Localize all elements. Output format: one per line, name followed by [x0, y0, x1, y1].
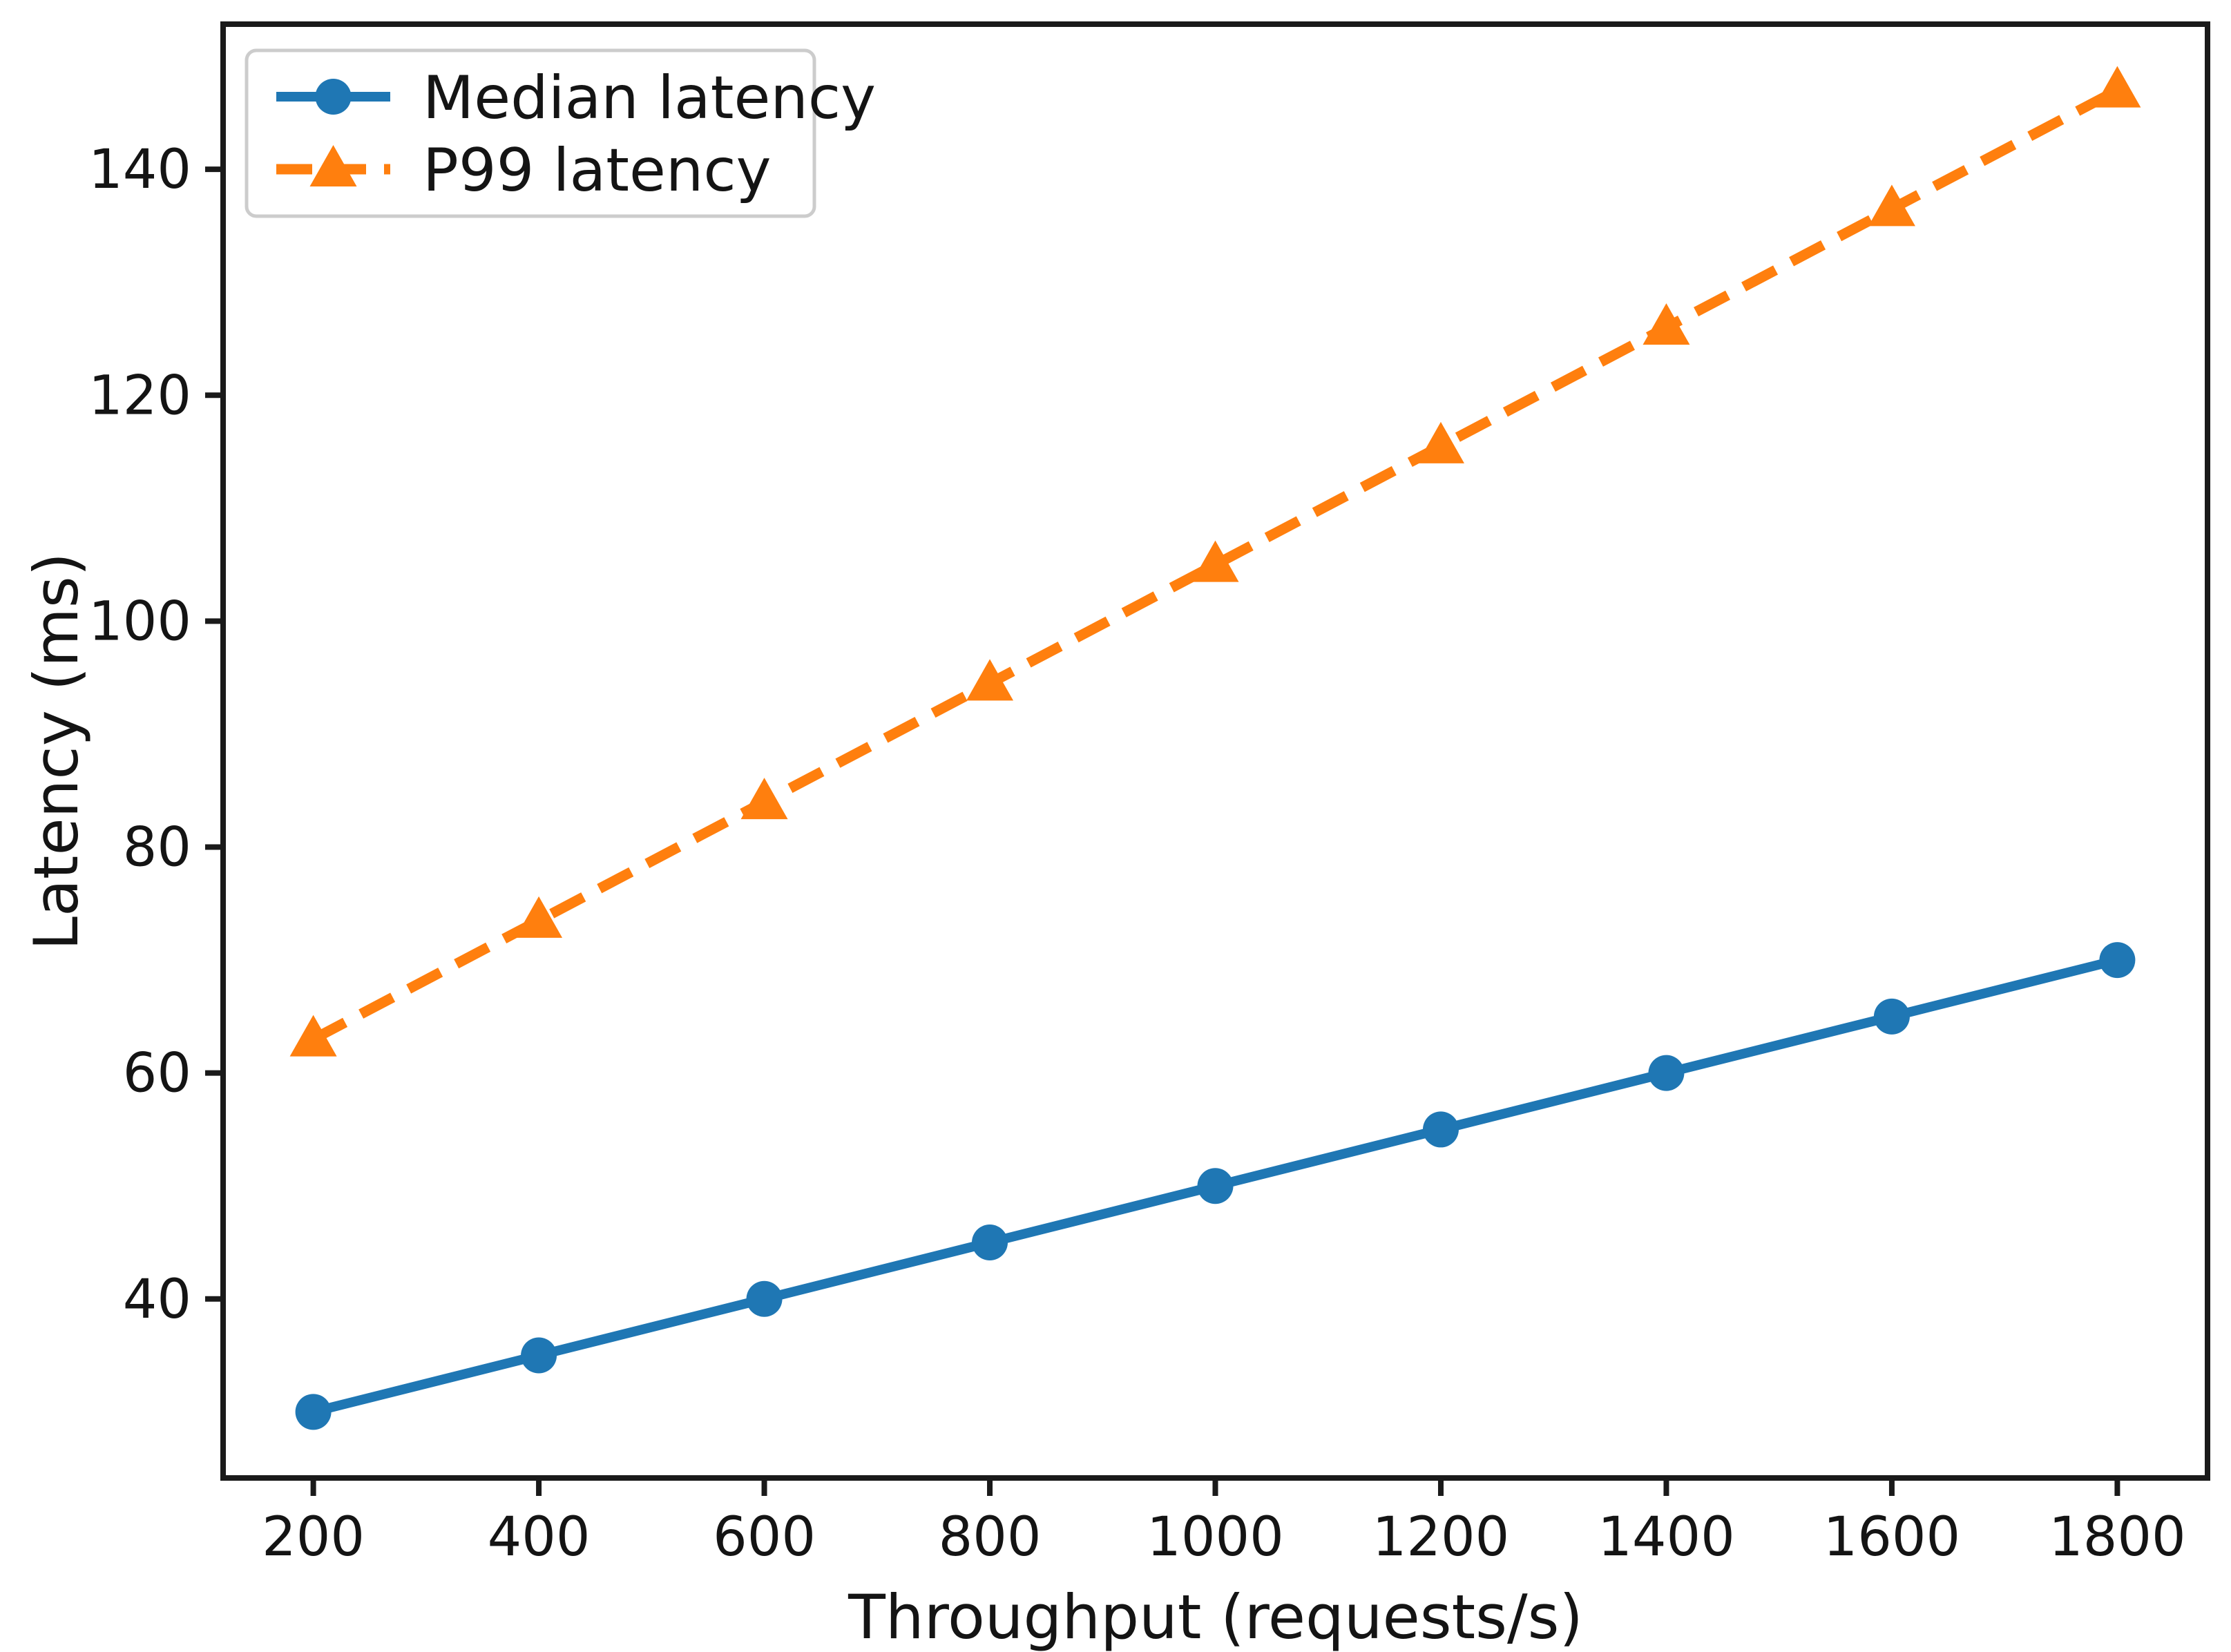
data-point-p99-latency — [1643, 303, 1690, 345]
data-point-p99-latency — [515, 896, 563, 938]
data-point-median-latency — [295, 1394, 332, 1430]
legend-triangle-marker-icon — [309, 145, 357, 186]
data-point-p99-latency — [740, 778, 788, 820]
y-tick-label: 40 — [123, 1269, 191, 1331]
data-point-median-latency — [1648, 1055, 1685, 1091]
legend-item-p99-latency: P99 latency — [276, 136, 772, 205]
x-axis-title: Throughput (requests/s) — [848, 1582, 1583, 1652]
data-point-p99-latency — [1417, 421, 1464, 463]
data-point-p99-latency — [289, 1015, 337, 1057]
y-tick-label: 80 — [123, 817, 191, 879]
legend-item-median-latency: Median latency — [276, 64, 876, 133]
x-tick-label: 600 — [713, 1506, 816, 1568]
y-tick-label: 60 — [123, 1043, 191, 1105]
data-point-median-latency — [746, 1280, 783, 1317]
x-tick-label: 1800 — [2049, 1506, 2186, 1568]
x-tick-label: 1000 — [1147, 1506, 1284, 1568]
data-point-median-latency — [1873, 998, 1910, 1035]
y-tick-label: 140 — [88, 139, 191, 201]
x-tick-label: 800 — [939, 1506, 1042, 1568]
series-layer — [289, 66, 2141, 1430]
x-tick-label: 1200 — [1372, 1506, 1510, 1568]
y-axis-title: Latency (ms) — [21, 553, 92, 950]
data-point-p99-latency — [1868, 184, 1915, 227]
legend-circle-marker-icon — [315, 79, 352, 115]
data-point-median-latency — [521, 1337, 557, 1374]
plot-frame — [220, 21, 2210, 1481]
legend-label: Median latency — [423, 64, 876, 133]
data-point-median-latency — [1422, 1111, 1459, 1148]
legend-label: P99 latency — [423, 136, 772, 205]
x-tick-label: 400 — [488, 1506, 591, 1568]
data-point-median-latency — [2099, 942, 2136, 979]
y-tick-label: 120 — [88, 365, 191, 427]
data-point-p99-latency — [1191, 540, 1239, 582]
data-point-p99-latency — [966, 659, 1014, 701]
data-point-median-latency — [1197, 1168, 1234, 1204]
axes-layer: 200 400 600 800 1000 1200 1400 1600 1800 40 60 80 10… — [88, 21, 2210, 1568]
x-tick-label: 1600 — [1823, 1506, 1961, 1568]
series-line-p99-latency — [311, 86, 2120, 1044]
x-tick-label: 200 — [262, 1506, 365, 1568]
data-point-p99-latency — [2094, 66, 2141, 108]
y-tick-label: 100 — [88, 590, 191, 653]
data-point-median-latency — [972, 1224, 1008, 1260]
x-tick-label: 1400 — [1598, 1506, 1735, 1568]
